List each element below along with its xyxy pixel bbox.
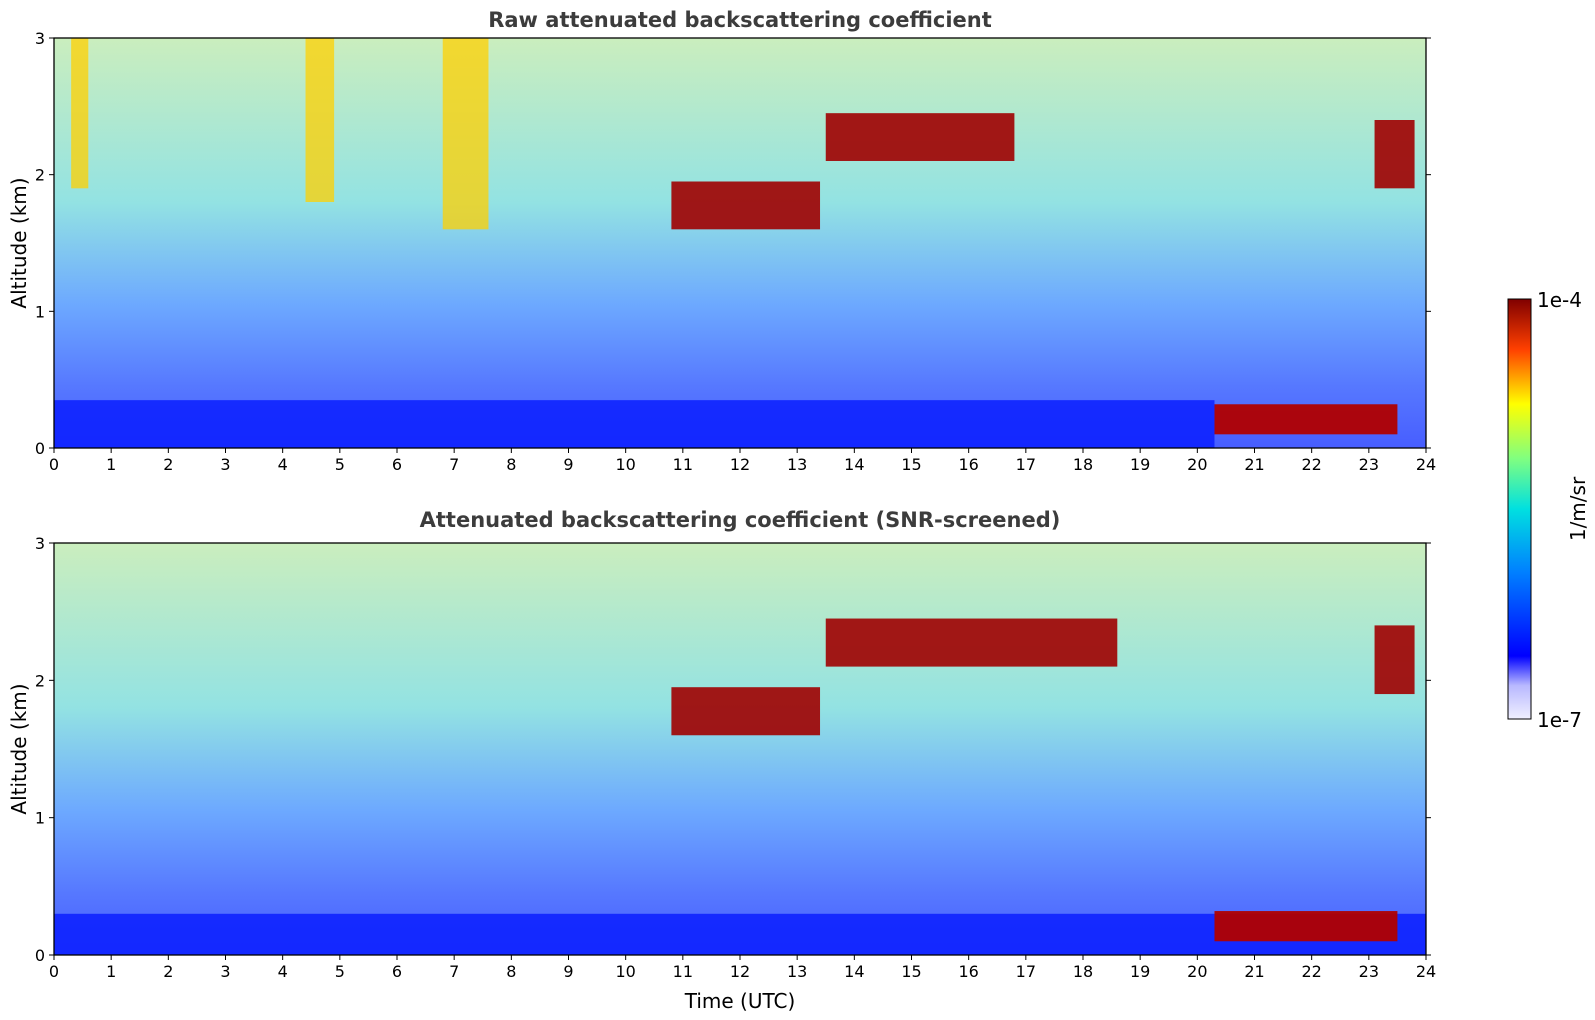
panel-raw-title: Raw attenuated backscattering coefficien… [488,8,992,32]
colorbar: 1e-4 1e-7 1/m/sr [1507,288,1590,732]
x-tick-label: 19 [1130,962,1150,981]
heatmap-feature-boundary-layer [54,913,1426,955]
x-tick-label: 16 [958,962,978,981]
x-tick-label: 10 [615,962,635,981]
x-tick-label: 15 [901,455,921,474]
colorbar-gradient [1507,298,1532,720]
panel-raw-heatmap [54,38,1426,448]
x-tick-label: 21 [1244,455,1264,474]
colorbar-min-label: 1e-7 [1537,708,1582,732]
y-tick-label: 0 [35,946,45,965]
heatmap-background [54,543,1426,955]
panel-screened: Attenuated backscattering coefficient (S… [7,508,1436,1013]
y-tick-label: 2 [35,166,45,185]
x-tick-label: 16 [958,455,978,474]
x-tick-label: 22 [1301,455,1321,474]
y-tick-label: 3 [35,29,45,48]
x-tick-label: 6 [392,455,402,474]
panel-raw-x-ticks: 0 1 2 3 4 5 6 7 8 9 10 11 12 13 14 15 16 17 18 19 20 21 22 23 24 [49,448,1436,474]
heatmap-feature-cloud-layer [671,687,821,736]
x-tick-label: 4 [278,455,288,474]
x-tick-label: 2 [163,455,173,474]
x-tick-label: 18 [1073,962,1093,981]
x-tick-label: 24 [1416,455,1436,474]
x-tick-label: 15 [901,962,921,981]
x-tick-label: 14 [844,962,864,981]
x-tick-label: 23 [1359,962,1379,981]
x-tick-label: 13 [787,455,807,474]
x-tick-label: 3 [220,962,230,981]
x-tick-label: 1 [106,962,116,981]
colorbar-unit-label: 1/m/sr [1566,476,1590,541]
heatmap-feature-cloud-layer [1374,625,1415,695]
x-tick-label: 22 [1301,962,1321,981]
x-tick-label: 17 [1016,962,1036,981]
x-tick-label: 9 [563,962,573,981]
x-tick-label: 23 [1359,455,1379,474]
x-tick-label: 19 [1130,455,1150,474]
x-tick-label: 20 [1187,962,1207,981]
heatmap-feature-fall-streak [305,38,335,202]
panel-screened-y-ticks: 0 1 2 3 [35,534,1431,965]
x-tick-label: 21 [1244,962,1264,981]
y-tick-label: 1 [35,809,45,828]
y-tick-label: 2 [35,671,45,690]
panel-screened-title: Attenuated backscattering coefficient (S… [420,508,1061,532]
heatmap-feature-cloud-layer [1374,120,1415,189]
heatmap-feature-low-cloud [1214,404,1398,435]
x-tick-label: 5 [335,455,345,474]
x-tick-label: 0 [49,455,59,474]
x-tick-label: 11 [673,455,693,474]
x-tick-label: 0 [49,962,59,981]
heatmap-background [54,38,1426,448]
heatmap-feature-boundary-layer [54,400,1215,448]
heatmap-feature-cloud-layer [825,113,1015,161]
panel-screened-x-ticks: 0 1 2 3 4 5 6 7 8 9 10 11 12 13 14 15 16 17 18 19 20 21 22 23 24 [49,955,1436,981]
x-tick-label: 12 [730,962,750,981]
x-tick-label: 3 [220,455,230,474]
panel-screened-xlabel: Time (UTC) [684,989,796,1013]
y-tick-label: 0 [35,439,45,458]
x-tick-label: 10 [615,455,635,474]
x-tick-label: 13 [787,962,807,981]
y-tick-label: 1 [35,302,45,321]
x-tick-label: 7 [449,455,459,474]
panel-screened-heatmap [54,543,1426,955]
heatmap-feature-fall-streak [442,38,489,230]
panel-raw-y-ticks: 0 1 2 3 [35,29,1431,458]
x-tick-label: 2 [163,962,173,981]
x-tick-label: 24 [1416,962,1436,981]
panel-screened-ylabel: Altitude (km) [7,683,31,814]
x-tick-label: 17 [1016,455,1036,474]
y-tick-label: 3 [35,534,45,553]
x-tick-label: 8 [506,962,516,981]
heatmap-feature-fall-streak [71,38,89,189]
x-tick-label: 9 [563,455,573,474]
x-tick-label: 8 [506,455,516,474]
x-tick-label: 5 [335,962,345,981]
x-tick-label: 6 [392,962,402,981]
x-tick-label: 4 [278,962,288,981]
panel-raw-ylabel: Altitude (km) [7,177,31,308]
panel-raw: Raw attenuated backscattering coefficien… [7,8,1436,474]
x-tick-label: 18 [1073,455,1093,474]
heatmap-feature-low-cloud [1214,911,1398,942]
colorbar-max-label: 1e-4 [1537,288,1582,312]
heatmap-feature-cloud-layer [671,181,821,230]
x-tick-label: 20 [1187,455,1207,474]
x-tick-label: 11 [673,962,693,981]
x-tick-label: 7 [449,962,459,981]
x-tick-label: 14 [844,455,864,474]
x-tick-label: 12 [730,455,750,474]
x-tick-label: 1 [106,455,116,474]
heatmap-feature-cloud-layer [825,618,1118,667]
